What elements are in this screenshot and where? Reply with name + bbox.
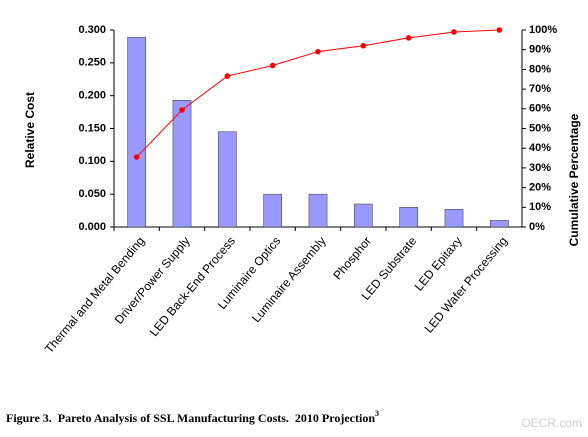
y2-axis-title: Cumulative Percentage [567,113,581,246]
bar [490,220,509,228]
watermark: OECR.com [521,416,582,430]
y-tick-label: 0.300 [78,24,106,36]
y-axis-title: Relative Cost [23,92,37,168]
y2-tick-label: 100% [529,24,557,36]
bar [444,209,464,228]
y-tick-label: 0.050 [78,188,106,200]
cumulative-point [405,35,412,41]
caption: Figure 3. Pareto Analysis of SSL Manufac… [6,409,379,425]
cumulative-point [133,154,140,160]
y-tick-label: 0.100 [78,155,106,167]
y2-tick-label: 40% [529,142,551,154]
y2-tick-label: 90% [529,44,551,56]
x-tick-label: LED Back-End Process [147,234,238,339]
bar [218,131,237,228]
y2-tick-label: 50% [529,122,551,134]
bar [263,193,282,228]
bar [354,203,373,228]
x-tick-label: Phosphor [330,234,374,282]
caption-text: Figure 3. Pareto Analysis of SSL Manufac… [6,411,375,425]
cumulative-point [315,48,321,55]
y2-tick-label: 70% [529,83,551,95]
cumulative-point [224,73,231,79]
y2-tick-label: 80% [529,63,551,75]
cumulative-point [360,42,367,49]
cumulative-point [451,29,457,35]
y2-tick-label: 20% [529,182,551,194]
bar [172,100,192,228]
y-tick-label: 0.200 [78,90,106,102]
bar [399,207,418,228]
y-tick-label: 0.150 [78,122,106,134]
y-tick-label: 0.250 [78,57,106,69]
bar [127,36,146,228]
caption-note: 3 [375,409,379,418]
y2-tick-label: 10% [529,201,551,213]
cumulative-point [496,27,503,33]
y2-tick-label: 60% [529,103,551,115]
y-tick-label: 0.000 [78,221,106,233]
y2-tick-label: 0% [529,221,545,233]
x-tick-label: LED Wafer Processing [422,234,510,336]
cumulative-point [269,62,276,69]
cumulative-point [179,107,185,113]
y2-tick-label: 30% [529,162,551,174]
bar [308,193,328,228]
